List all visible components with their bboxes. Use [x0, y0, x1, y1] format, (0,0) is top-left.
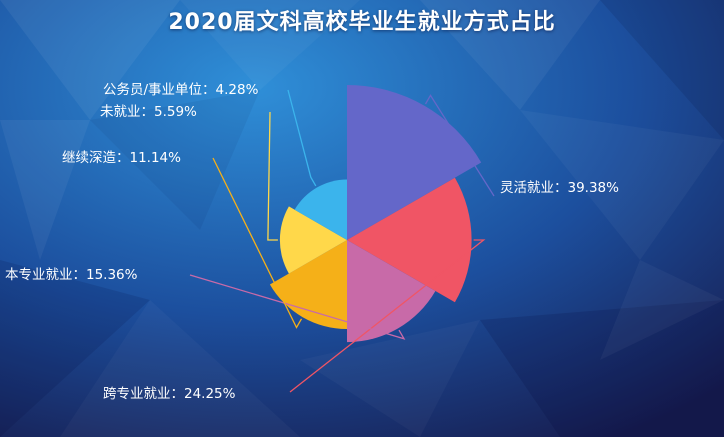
slice-label-1: 灵活就业：39.38% [500, 180, 619, 196]
slice-label-6: 公务员/事业单位：4.28% [103, 82, 259, 98]
slice-6 [294, 179, 347, 240]
slice-label-2: 跨专业就业：24.25% [103, 386, 236, 402]
chart-title: 2020届文科高校毕业生就业方式占比 [168, 10, 556, 35]
slice-2 [347, 177, 472, 303]
slice-label-3: 本专业就业：15.36% [5, 267, 138, 283]
slice-4 [269, 240, 347, 329]
leader-line-2 [289, 239, 486, 393]
slice-label-5: 未就业：5.59% [100, 104, 197, 120]
leader-line-6 [287, 89, 317, 187]
slice-label-4: 继续深造：11.14% [62, 150, 181, 166]
slice-5 [279, 206, 347, 274]
slice-3 [347, 240, 436, 343]
leader-line-3 [189, 274, 406, 340]
leader-line-1 [424, 94, 495, 197]
leader-line-4 [212, 157, 303, 329]
leader-line-5 [267, 111, 278, 241]
